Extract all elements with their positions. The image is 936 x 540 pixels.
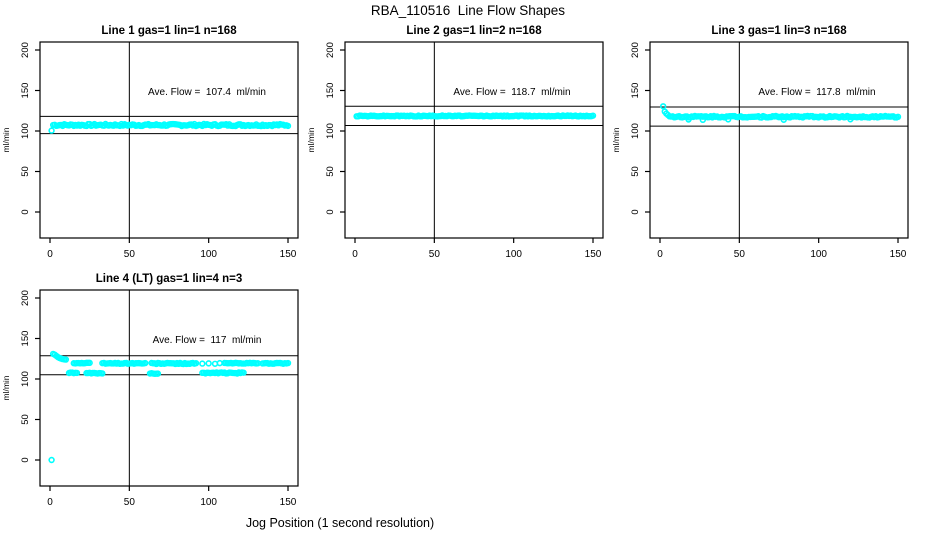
data-point — [589, 112, 597, 119]
data-point — [99, 370, 106, 377]
data-point — [142, 359, 149, 367]
y-axis-label: ml/min — [611, 127, 621, 152]
y-tick-label: 100 — [20, 371, 31, 387]
data-point — [48, 127, 55, 134]
data-point — [725, 116, 732, 123]
x-tick-label: 100 — [810, 249, 827, 260]
panel-title: Line 4 (LT) gas=1 lin=4 n=3 — [96, 273, 242, 285]
y-tick-label: 150 — [20, 83, 31, 99]
data-points — [353, 112, 597, 120]
x-tick-label: 100 — [200, 249, 217, 260]
y-tick-label: 50 — [20, 166, 31, 177]
data-points — [48, 120, 292, 134]
y-tick-label: 50 — [630, 166, 641, 177]
data-point — [894, 113, 902, 121]
ave-flow-annotation: Ave. Flow = 107.4 ml/min — [148, 87, 266, 98]
y-tick-label: 100 — [325, 123, 336, 139]
y-tick-label: 0 — [325, 209, 336, 214]
panel-svg-2: Line 2 gas=1 lin=2 n=168 0 50 100 150 200 ml/m… — [306, 25, 604, 260]
data-point — [216, 359, 223, 367]
panel-1: Line 1 gas=1 lin=1 n=168 0 50 100 150 200 ml/m… — [0, 20, 326, 275]
x-axis-title: Jog Position (1 second resolution) — [245, 516, 435, 530]
y-tick-label: 0 — [20, 209, 31, 214]
y-tick-label: 50 — [20, 414, 31, 425]
y-axis-label: ml/min — [1, 375, 11, 400]
data-point — [664, 111, 672, 119]
panel-title: Line 1 gas=1 lin=1 n=168 — [101, 25, 237, 37]
y-tick-label: 200 — [630, 42, 641, 58]
data-point — [192, 359, 200, 367]
ave-flow-annotation: Ave. Flow = 117.8 ml/min — [758, 87, 875, 98]
x-tick-label: 50 — [734, 249, 746, 260]
data-point — [154, 370, 162, 377]
y-tick-label: 50 — [325, 166, 336, 177]
data-points — [659, 103, 902, 124]
panel-3: Line 3 gas=1 lin=3 n=168 0 50 100 150 200 ml/m… — [610, 20, 936, 275]
data-point — [659, 103, 667, 110]
panel-svg-4: Line 4 (LT) gas=1 lin=4 n=3 0 50 100 150 200 m… — [1, 273, 299, 508]
data-point — [62, 356, 70, 363]
y-tick-label: 200 — [20, 42, 31, 58]
data-point — [847, 116, 854, 123]
panel-svg-1: Line 1 gas=1 lin=1 n=168 0 50 100 150 200 ml/m… — [1, 25, 299, 260]
panel-title: Line 3 gas=1 lin=3 n=168 — [711, 25, 847, 37]
y-axis-label: ml/min — [1, 127, 11, 152]
data-point — [199, 360, 206, 367]
panel-title: Line 2 gas=1 lin=2 n=168 — [406, 25, 542, 37]
data-point — [780, 116, 787, 123]
y-tick-label: 150 — [20, 331, 31, 347]
data-point — [284, 122, 292, 130]
plot-box — [649, 41, 909, 239]
plot-box — [39, 289, 299, 487]
data-point — [73, 369, 81, 377]
data-point — [685, 116, 692, 123]
plot-box — [344, 41, 604, 239]
data-point — [205, 360, 212, 367]
x-tick-label: 50 — [124, 249, 136, 260]
y-tick-label: 100 — [630, 123, 641, 139]
y-axis-label: ml/min — [306, 127, 316, 152]
data-point — [86, 359, 93, 367]
ave-flow-annotation: Ave. Flow = 118.7 ml/min — [453, 87, 570, 98]
y-tick-label: 0 — [20, 457, 31, 462]
data-point — [284, 359, 292, 367]
x-tick-label: 150 — [890, 249, 907, 260]
x-tick-label: 0 — [47, 497, 53, 508]
panel-4: Line 4 (LT) gas=1 lin=4 n=3 0 50 100 150 200 m… — [0, 268, 326, 523]
x-tick-label: 0 — [352, 249, 358, 260]
y-tick-label: 200 — [20, 290, 31, 306]
y-tick-label: 200 — [325, 42, 336, 58]
x-tick-label: 50 — [429, 249, 441, 260]
x-tick-label: 150 — [585, 249, 602, 260]
x-tick-label: 100 — [200, 497, 217, 508]
y-tick-label: 150 — [325, 83, 336, 99]
ave-flow-annotation: Ave. Flow = 117 ml/min — [153, 335, 262, 346]
data-point — [699, 116, 707, 124]
y-tick-label: 0 — [630, 209, 641, 214]
y-tick-label: 150 — [630, 83, 641, 99]
data-point — [48, 456, 55, 464]
x-tick-label: 0 — [47, 249, 53, 260]
plot-box — [39, 41, 299, 239]
panel-svg-3: Line 3 gas=1 lin=3 n=168 0 50 100 150 200 ml/m… — [611, 25, 909, 260]
x-tick-label: 100 — [505, 249, 522, 260]
data-points — [48, 350, 292, 464]
x-tick-label: 50 — [124, 497, 136, 508]
x-tick-label: 150 — [280, 249, 297, 260]
panel-2: Line 2 gas=1 lin=2 n=168 0 50 100 150 200 ml/m… — [305, 20, 631, 275]
y-tick-label: 100 — [20, 123, 31, 139]
data-point — [240, 369, 247, 376]
chart-title: RBA_110516 Line Flow Shapes — [370, 3, 566, 18]
x-tick-label: 150 — [280, 497, 297, 508]
x-tick-label: 0 — [657, 249, 663, 260]
